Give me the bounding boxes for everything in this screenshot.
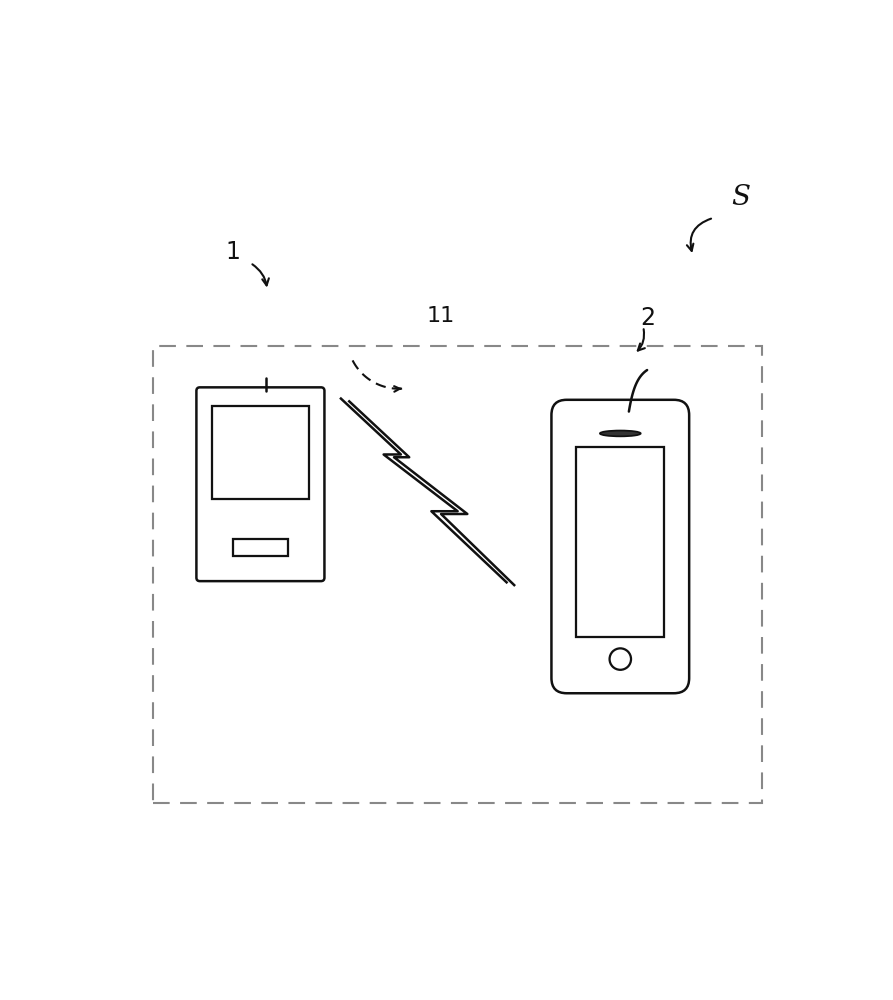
Text: 11: 11 — [427, 306, 455, 326]
Ellipse shape — [600, 431, 640, 436]
Bar — [576, 447, 664, 637]
Text: S: S — [731, 184, 750, 211]
FancyBboxPatch shape — [196, 387, 324, 581]
Circle shape — [610, 648, 631, 670]
FancyArrowPatch shape — [638, 329, 645, 351]
Text: 1: 1 — [225, 240, 240, 264]
Text: 2: 2 — [640, 306, 655, 330]
Bar — [233, 539, 288, 556]
FancyBboxPatch shape — [552, 400, 689, 693]
Bar — [212, 406, 309, 499]
Bar — [154, 346, 762, 803]
FancyArrowPatch shape — [687, 219, 711, 251]
FancyArrowPatch shape — [253, 264, 269, 285]
